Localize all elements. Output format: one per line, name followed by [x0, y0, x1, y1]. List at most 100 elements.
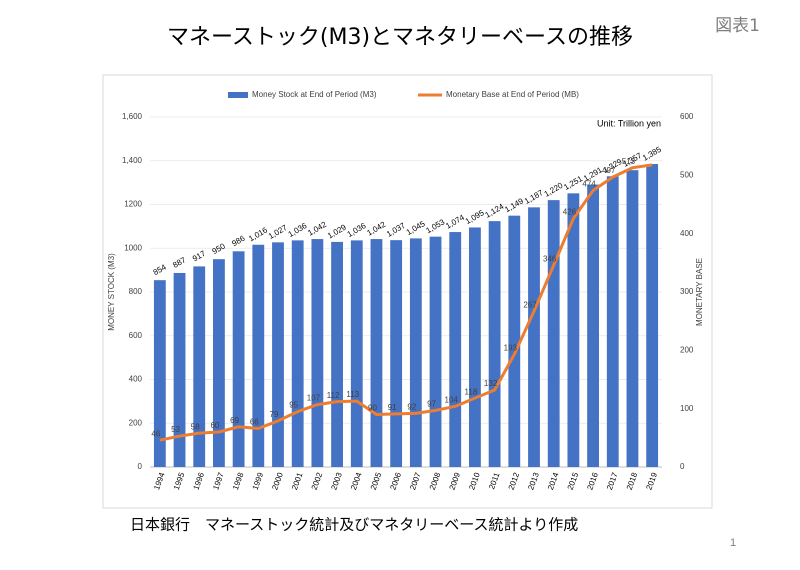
- bar: [153, 280, 166, 467]
- y2-tick-label: 600: [680, 112, 694, 121]
- bar: [587, 184, 599, 467]
- y-tick-label: 1000: [124, 243, 142, 252]
- line-value-label: 132: [484, 379, 498, 388]
- line-value-label: 346: [543, 254, 557, 263]
- line-value-label: 69: [230, 416, 239, 425]
- bar: [508, 215, 521, 467]
- bar: [291, 240, 304, 467]
- x-tick-label: 2009: [448, 471, 463, 491]
- source-note: 日本銀行 マネーストック統計及びマネタリーベース統計より作成: [130, 516, 578, 534]
- line-value-label: 118: [465, 387, 478, 396]
- x-tick-label: 1995: [172, 471, 187, 491]
- bar-value-label: 950: [211, 241, 228, 256]
- bar-value-label: 1,095: [464, 208, 486, 226]
- y2-tick-label: 400: [680, 229, 694, 238]
- line-value-label: 91: [388, 403, 397, 412]
- bar-value-label: 1,149: [503, 196, 525, 214]
- line-value-label: 112: [327, 391, 340, 400]
- bar: [390, 240, 403, 467]
- y-tick-label: 200: [129, 418, 143, 427]
- bar-value-label: 917: [191, 249, 208, 264]
- chart-frame: [102, 74, 713, 509]
- line-value-label: 95: [289, 401, 298, 410]
- x-tick-label: 2010: [467, 471, 482, 491]
- y2-axis-title: MONETARY BASE: [695, 258, 704, 326]
- line-value-label: 46: [151, 429, 160, 438]
- x-tick-label: 1999: [251, 471, 266, 491]
- bar: [193, 266, 206, 467]
- line-value-label: 193: [504, 344, 518, 353]
- bar: [370, 239, 383, 467]
- bar: [429, 236, 442, 467]
- bar: [350, 240, 363, 467]
- y-tick-label: 1200: [124, 200, 142, 209]
- line-value-label: 104: [445, 395, 459, 404]
- bar-value-label: 1,053: [424, 217, 446, 235]
- bar: [469, 227, 481, 467]
- x-tick-label: 2013: [526, 471, 541, 491]
- y2-tick-label: 500: [680, 170, 694, 179]
- legend-label: Monetary Base at End of Period (MB): [446, 90, 579, 99]
- x-tick-label: 2015: [566, 471, 581, 491]
- legend-swatch: [228, 92, 248, 98]
- x-tick-label: 1994: [152, 471, 167, 491]
- line-value-label: 474: [582, 180, 596, 189]
- line-value-label: 60: [210, 421, 219, 430]
- bar-value-label: 1,220: [543, 181, 565, 199]
- bar: [528, 207, 540, 467]
- line-value-label: 267: [523, 300, 537, 309]
- bar: [488, 221, 501, 467]
- line-value-label: 79: [270, 410, 279, 419]
- line-value-label: 90: [368, 404, 377, 413]
- x-tick-label: 2001: [290, 471, 305, 491]
- line: [159, 163, 653, 442]
- line-value-label: 53: [171, 425, 180, 434]
- x-tick-label: 2017: [605, 471, 620, 491]
- bar-value-label: 1,042: [365, 220, 387, 238]
- y-tick-label: 600: [129, 331, 143, 340]
- y-tick-label: 0: [138, 462, 143, 471]
- x-tick-label: 2006: [388, 471, 403, 491]
- x-tick-label: 1997: [211, 471, 226, 491]
- bar-value-label: 854: [152, 262, 169, 277]
- bar: [567, 193, 580, 467]
- bar: [626, 170, 639, 467]
- page-number: 1: [730, 537, 736, 549]
- bar: [409, 238, 422, 467]
- bar-value-label: 1,027: [267, 223, 289, 241]
- bar: [213, 259, 225, 467]
- y-tick-label: 1,400: [122, 156, 143, 165]
- bar: [547, 200, 560, 467]
- x-tick-label: 2008: [428, 471, 443, 491]
- x-tick-label: 2003: [329, 471, 344, 491]
- x-tick-label: 2005: [369, 471, 384, 491]
- line-value-label: 113: [346, 390, 359, 399]
- bar-value-label: 1,385: [641, 145, 663, 163]
- legend-label: Money Stock at End of Period (M3): [252, 90, 377, 99]
- bar-value-label: 986: [230, 233, 247, 248]
- x-tick-label: 2000: [270, 471, 285, 491]
- x-tick-label: 2002: [310, 471, 325, 491]
- bar-value-label: 1,251: [562, 174, 584, 192]
- y2-tick-label: 0: [680, 462, 685, 471]
- line-value-label: 97: [427, 400, 436, 409]
- x-tick-label: 1996: [192, 471, 207, 491]
- x-tick-label: 2014: [546, 471, 561, 491]
- y-tick-label: 800: [129, 287, 143, 296]
- line-value-label: 92: [407, 402, 416, 411]
- bar: [272, 242, 284, 467]
- bar-value-label: 887: [171, 255, 188, 270]
- title: マネーストック(M3)とマネタリーベースの推移: [167, 25, 633, 50]
- y2-tick-label: 100: [680, 404, 694, 413]
- bar: [331, 241, 343, 467]
- x-tick-label: 2011: [487, 471, 502, 491]
- x-tick-label: 2016: [585, 471, 600, 491]
- line-value-label: 513: [622, 157, 636, 166]
- bar: [232, 251, 245, 467]
- x-tick-label: 2004: [349, 471, 364, 491]
- x-tick-label: 1998: [231, 471, 246, 491]
- line-value-label: 426: [563, 208, 577, 217]
- x-tick-label: 2007: [408, 471, 423, 491]
